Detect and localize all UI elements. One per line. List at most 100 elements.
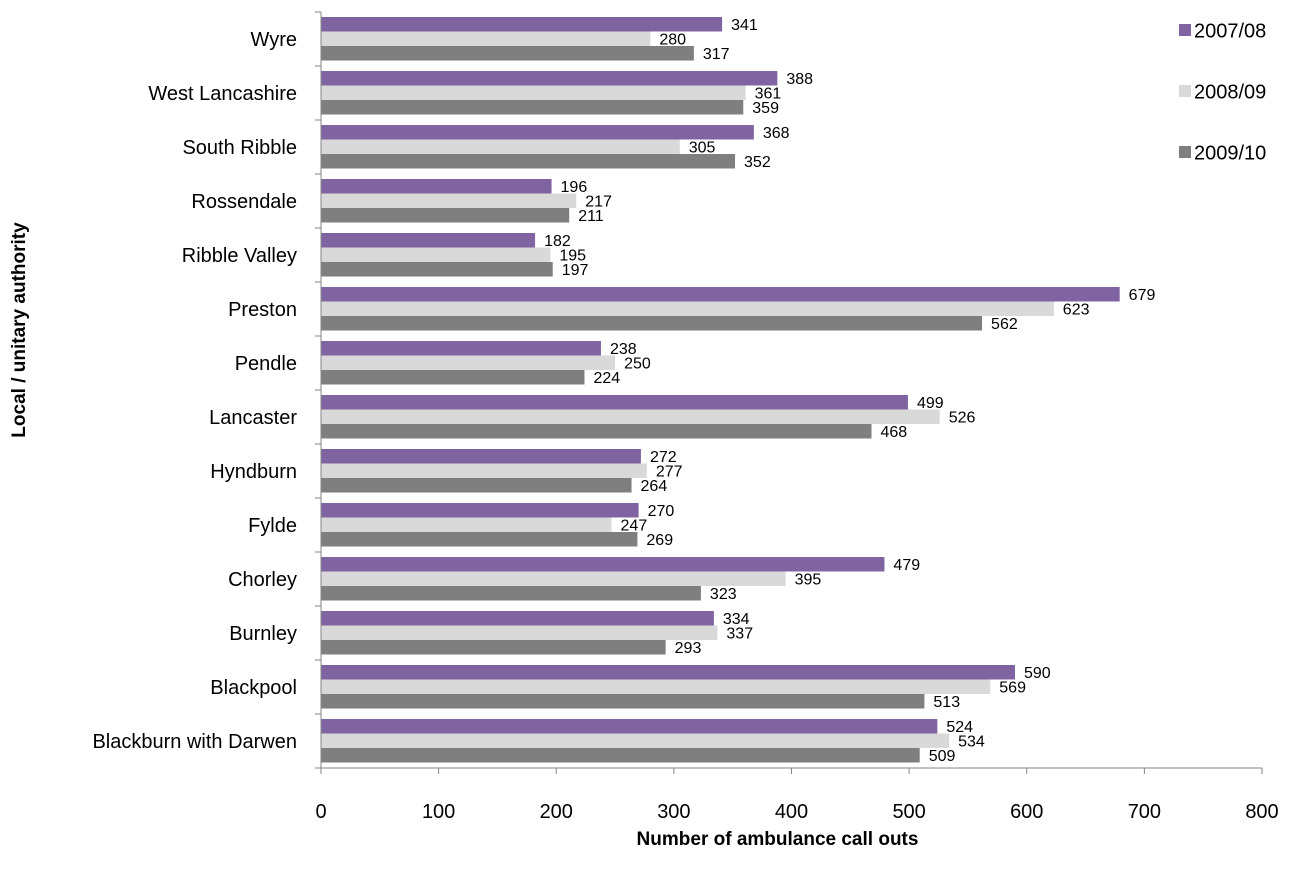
category-label: Burnley xyxy=(229,623,297,645)
bar-2009-10-chorley xyxy=(321,586,701,601)
x-tick-label: 300 xyxy=(657,801,690,823)
data-label: 509 xyxy=(929,748,956,765)
legend-swatch xyxy=(1179,146,1191,158)
bar-2008-09-west-lancashire xyxy=(321,85,746,100)
data-label: 305 xyxy=(689,139,716,156)
category-label: Lancaster xyxy=(209,407,297,429)
bar-2008-09-wyre xyxy=(321,31,651,46)
data-label: 197 xyxy=(562,262,589,279)
x-tick-label: 200 xyxy=(540,801,573,823)
data-label: 196 xyxy=(561,179,588,196)
data-label: 524 xyxy=(946,719,973,736)
bar-2007-08-pendle xyxy=(321,341,601,356)
category-label: Preston xyxy=(228,299,297,321)
bar-2008-09-pendle xyxy=(321,355,616,370)
data-label: 270 xyxy=(648,503,675,520)
bar-2008-09-lancaster xyxy=(321,409,940,424)
bar-2008-09-blackburn-with-darwen xyxy=(321,733,950,748)
data-label: 217 xyxy=(585,193,612,210)
bar-2009-10-rossendale xyxy=(321,208,570,223)
bar-2007-08-south-ribble xyxy=(321,125,754,140)
data-label: 250 xyxy=(624,355,651,372)
bar-2007-08-fylde xyxy=(321,503,639,518)
bar-2008-09-preston xyxy=(321,301,1054,316)
data-label: 224 xyxy=(593,370,620,387)
data-label: 352 xyxy=(744,154,771,171)
data-label: 513 xyxy=(933,694,960,711)
bar-2009-10-burnley xyxy=(321,640,666,655)
bar-2008-09-south-ribble xyxy=(321,139,680,154)
data-label: 569 xyxy=(999,679,1026,696)
data-label: 679 xyxy=(1129,287,1156,304)
category-label: Blackburn with Darwen xyxy=(92,731,297,753)
bar-2008-09-ribble-valley xyxy=(321,247,551,262)
data-label: 368 xyxy=(763,125,790,142)
data-label: 195 xyxy=(559,247,586,264)
data-label: 359 xyxy=(752,100,779,117)
x-axis-title: Number of ambulance call outs xyxy=(637,829,919,850)
bar-2007-08-chorley xyxy=(321,557,885,572)
data-label: 562 xyxy=(991,316,1018,333)
data-label: 499 xyxy=(917,395,944,412)
bar-2008-09-blackpool xyxy=(321,679,991,694)
data-label: 334 xyxy=(723,611,750,628)
bar-2007-08-preston xyxy=(321,287,1120,302)
bar-2008-09-rossendale xyxy=(321,193,577,208)
bar-2008-09-hyndburn xyxy=(321,463,647,478)
bar-2007-08-rossendale xyxy=(321,179,552,194)
bar-2009-10-blackburn-with-darwen xyxy=(321,748,920,763)
bar-2009-10-fylde xyxy=(321,532,638,547)
data-label: 272 xyxy=(650,449,677,466)
bar-2007-08-ribble-valley xyxy=(321,233,536,248)
category-label: Rossendale xyxy=(191,191,297,213)
x-tick-label: 0 xyxy=(315,801,326,823)
data-label: 623 xyxy=(1063,301,1090,318)
legend-swatch xyxy=(1179,24,1191,36)
y-axis-title: Local / unitary authority xyxy=(9,222,30,438)
bar-2007-08-hyndburn xyxy=(321,449,641,464)
category-label: Blackpool xyxy=(210,677,297,699)
data-label: 280 xyxy=(659,31,686,48)
x-tick-label: 700 xyxy=(1128,801,1161,823)
bar-2009-10-preston xyxy=(321,316,983,331)
x-tick-label: 500 xyxy=(892,801,925,823)
data-label: 337 xyxy=(726,625,753,642)
category-label: Hyndburn xyxy=(210,461,297,483)
x-tick-label: 100 xyxy=(422,801,455,823)
bar-2007-08-blackburn-with-darwen xyxy=(321,719,938,734)
data-label: 269 xyxy=(646,532,673,549)
x-tick-label: 400 xyxy=(775,801,808,823)
data-label: 277 xyxy=(656,463,683,480)
category-label: Ribble Valley xyxy=(182,245,297,267)
data-label: 238 xyxy=(610,341,637,358)
data-label: 590 xyxy=(1024,665,1051,682)
bar-2009-10-south-ribble xyxy=(321,154,736,169)
data-label: 395 xyxy=(795,571,822,588)
data-label: 323 xyxy=(710,586,737,603)
data-label: 388 xyxy=(786,71,813,88)
bar-2007-08-west-lancashire xyxy=(321,71,778,86)
data-label: 341 xyxy=(731,17,758,34)
bar-2007-08-blackpool xyxy=(321,665,1015,680)
bar-2009-10-hyndburn xyxy=(321,478,632,493)
bar-2008-09-burnley xyxy=(321,625,718,640)
data-label: 526 xyxy=(949,409,976,426)
category-label: Pendle xyxy=(235,353,297,375)
data-label: 479 xyxy=(893,557,920,574)
category-label: Wyre xyxy=(251,29,297,51)
bar-2007-08-wyre xyxy=(321,17,723,32)
data-label: 211 xyxy=(578,208,604,225)
category-label: Chorley xyxy=(228,569,297,591)
legend-label: 2008/09 xyxy=(1194,82,1266,104)
bar-2007-08-burnley xyxy=(321,611,714,626)
bar-2009-10-lancaster xyxy=(321,424,872,439)
data-label: 182 xyxy=(544,233,571,250)
bar-2007-08-lancaster xyxy=(321,395,908,410)
bar-2008-09-chorley xyxy=(321,571,786,586)
x-tick-label: 800 xyxy=(1245,801,1278,823)
bar-2009-10-wyre xyxy=(321,46,694,61)
legend-label: 2009/10 xyxy=(1194,143,1266,165)
data-label: 264 xyxy=(641,478,668,495)
